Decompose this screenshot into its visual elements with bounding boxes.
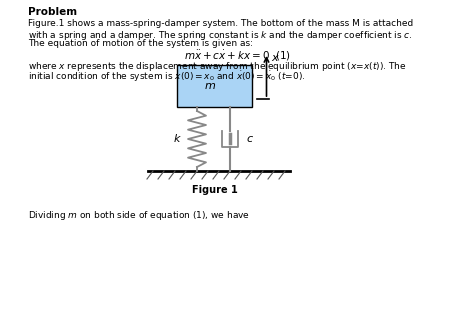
Text: x: x xyxy=(272,53,278,63)
Text: m: m xyxy=(205,81,216,91)
Text: Problem: Problem xyxy=(28,7,77,17)
Text: with a spring and a damper. The spring constant is $k$ and the damper coefficien: with a spring and a damper. The spring c… xyxy=(28,29,413,42)
Text: initial condition of the system is $x(0) = x_0$ and $\dot{x}(0) = \dot{x}_0$ ($t: initial condition of the system is $x(0)… xyxy=(28,70,305,84)
Text: Figure.1 shows a mass-spring-damper system. The bottom of the mass M is attached: Figure.1 shows a mass-spring-damper syst… xyxy=(28,19,413,28)
Text: Figure 1: Figure 1 xyxy=(192,185,238,195)
Bar xyxy=(177,65,253,107)
Text: Dividing $m$ on both side of equation (1), we have: Dividing $m$ on both side of equation (1… xyxy=(28,209,250,222)
Text: $m\ddot{x} + c\dot{x} + kx = 0\;$ (1): $m\ddot{x} + c\dot{x} + kx = 0\;$ (1) xyxy=(183,49,291,63)
Text: where $x$ represents the displacement away from the equilibrium point ($x$=$x$($: where $x$ represents the displacement aw… xyxy=(28,60,407,73)
Text: c: c xyxy=(246,134,252,144)
Text: The equation of motion of the system is given as:: The equation of motion of the system is … xyxy=(28,39,253,48)
Text: k: k xyxy=(174,134,180,144)
